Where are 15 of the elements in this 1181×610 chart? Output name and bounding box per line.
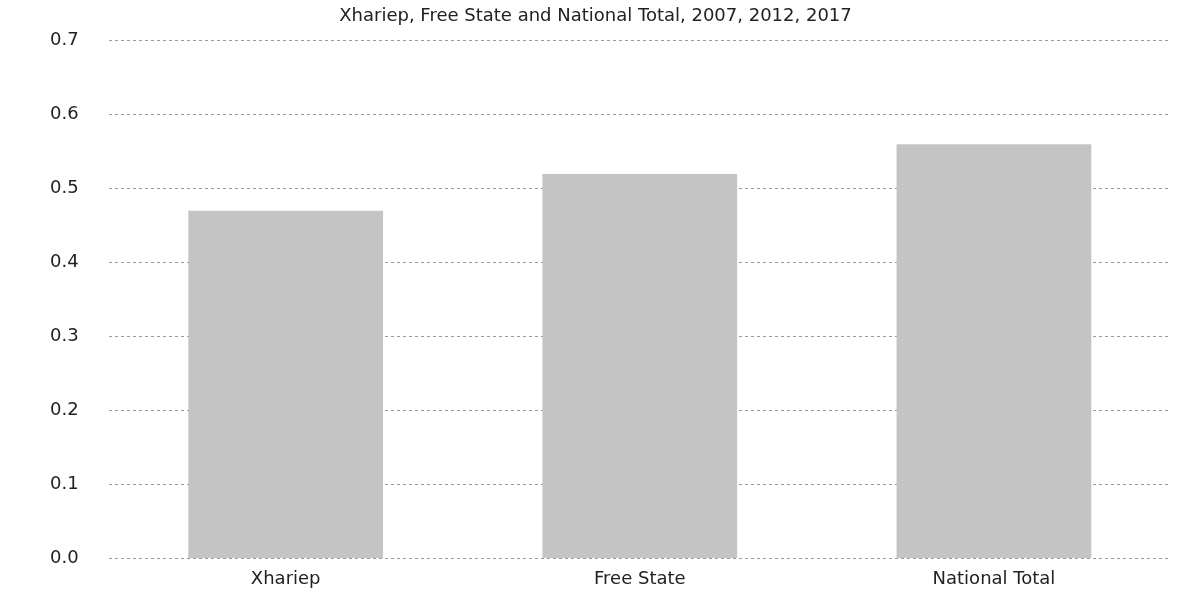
y-tick-label: 0.3 <box>49 324 79 346</box>
y-tick-label: 0.7 <box>49 28 79 50</box>
bar <box>542 173 738 558</box>
y-tick-label: 0.1 <box>49 472 79 494</box>
y-tick-label: 0.6 <box>49 102 79 124</box>
x-tick-label: National Total <box>932 566 1056 588</box>
y-tick-label: 0.2 <box>49 398 79 420</box>
bar <box>188 210 384 558</box>
y-tick-label: 0.4 <box>49 250 79 272</box>
y-tick-label: 0.0 <box>49 546 79 568</box>
bar <box>896 144 1092 558</box>
y-tick-label: 0.5 <box>49 176 79 198</box>
x-tick-label: Free State <box>594 566 686 588</box>
chart-title: Xhariep, Free State and National Total, 2007, 2012, 2017 <box>339 3 852 25</box>
x-tick-label: Xhariep <box>250 566 321 588</box>
